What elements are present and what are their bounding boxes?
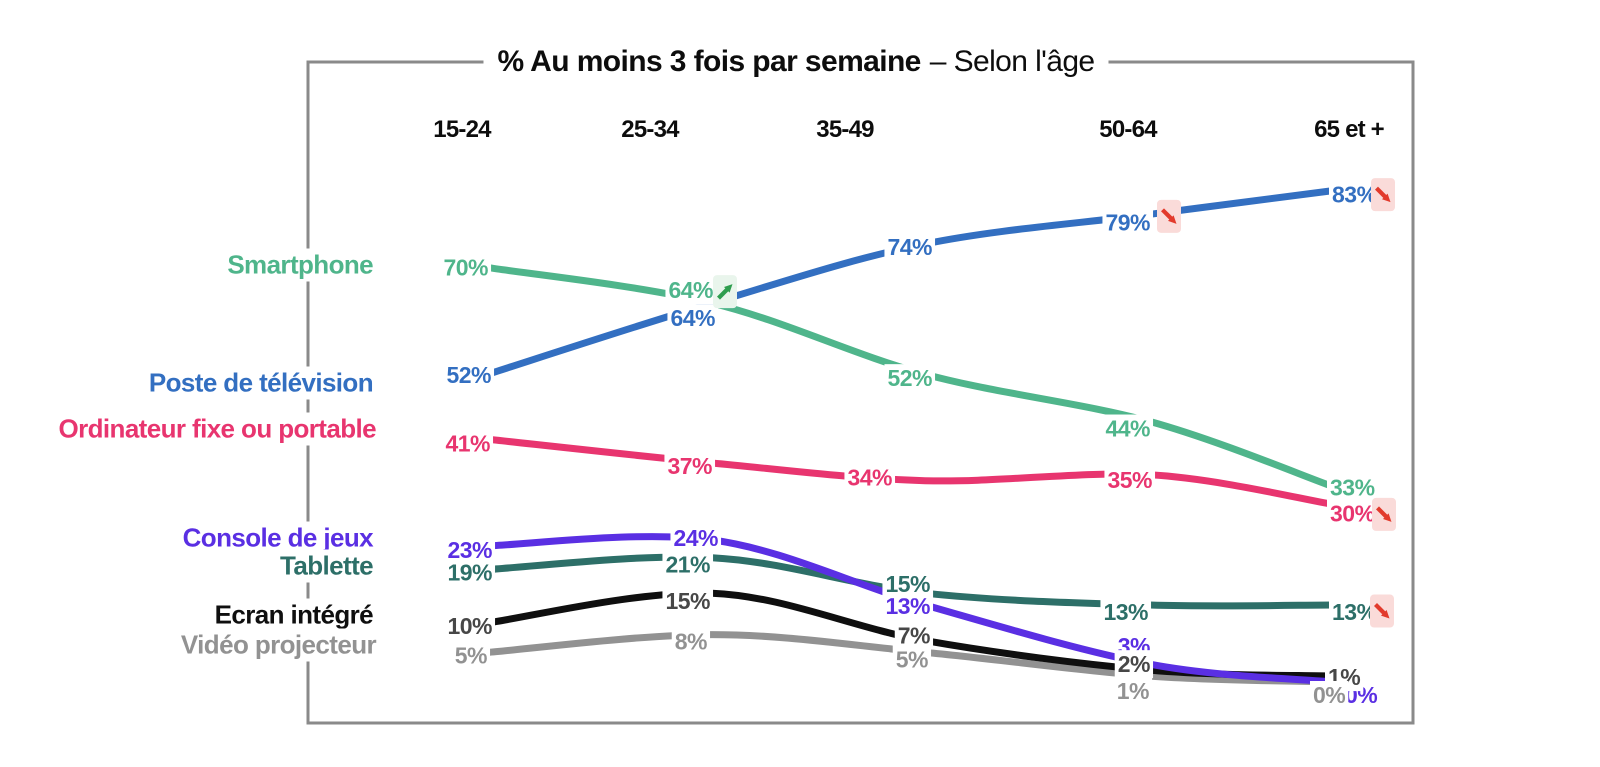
value-label-bg <box>444 611 496 640</box>
value-label-bg <box>440 253 492 282</box>
value-label-bg <box>1102 208 1154 237</box>
series-label-tablette: Tablette <box>275 549 378 583</box>
arrow-down-right-icon <box>1161 208 1177 224</box>
value-label-ecran-integre-0: 10% <box>447 613 492 639</box>
value-label-smartphone-2: 52% <box>887 365 932 391</box>
age-header-65-et: 65 et + <box>1314 116 1385 143</box>
value-label-bg <box>1113 677 1153 706</box>
series-label-video-projecteur: Vidéo projecteur <box>175 628 381 662</box>
value-label-bg <box>442 429 494 458</box>
value-label-ecran-integre-2: 7% <box>898 623 930 649</box>
value-label-poste-de-television-4: 83% <box>1332 182 1377 208</box>
value-label-ordinateur-fixe-ou-portable-4: 30% <box>1330 500 1375 526</box>
arrow-down-right-icon <box>1374 603 1390 619</box>
value-label-bg <box>444 558 496 587</box>
value-label-poste-de-television-2: 74% <box>887 234 932 260</box>
age-header-35-49: 35-49 <box>816 116 874 143</box>
series-label-smartphone: Smartphone <box>222 248 378 282</box>
value-label-tablette-2: 15% <box>885 571 930 597</box>
value-label-bg <box>670 523 722 552</box>
value-label-console-de-jeux-0: 23% <box>447 537 492 563</box>
value-label-bg <box>667 304 719 333</box>
value-label-tablette-1: 21% <box>665 552 710 578</box>
age-header-50-64: 50-64 <box>1099 116 1157 143</box>
value-label-bg <box>1310 681 1349 709</box>
arrow-down-right-icon <box>1376 506 1392 522</box>
value-label-smartphone-3: 44% <box>1105 416 1150 442</box>
value-label-bg <box>882 570 934 599</box>
value-label-ecran-integre-3: 2% <box>1118 651 1150 677</box>
chart-title-suffix: – Selon l'âge <box>929 45 1095 78</box>
value-label-poste-de-television-3: 79% <box>1105 209 1150 235</box>
value-label-video-projecteur-0: 5% <box>455 642 487 668</box>
age-header-25-34: 25-34 <box>621 116 679 143</box>
value-label-video-projecteur-1: 8% <box>675 629 707 655</box>
series-label-ordinateur-fixe-ou-portable: Ordinateur fixe ou portable <box>53 412 381 446</box>
value-label-tablette-3: 13% <box>1103 599 1148 625</box>
value-label-bg <box>1100 598 1152 627</box>
value-label-ordinateur-fixe-ou-portable-0: 41% <box>445 430 490 456</box>
value-label-bg <box>884 364 936 393</box>
value-label-bg <box>1102 414 1154 443</box>
value-label-bg <box>662 550 714 579</box>
value-label-ecran-integre-1: 15% <box>665 588 710 614</box>
arrow-up-right-icon <box>717 284 733 300</box>
series-label-ecran-integre: Ecran intégré <box>209 598 378 632</box>
value-label-bg <box>1327 499 1378 528</box>
value-label-video-projecteur-3: 1% <box>1117 678 1149 704</box>
value-label-smartphone-1: 64% <box>668 277 713 303</box>
chart-title: % Au moins 3 fois par semaine – Selon l'â… <box>483 43 1109 81</box>
trend-arrow-down-ordinateur-fixe-ou-portable-4 <box>1372 497 1396 531</box>
value-label-bg <box>664 451 716 480</box>
value-label-tablette-4: 13% <box>1332 599 1377 625</box>
value-label-bg <box>894 621 934 650</box>
value-label-video-projecteur-4: 0% <box>1313 682 1345 708</box>
value-label-bg <box>844 463 896 492</box>
value-label-video-projecteur-2: 5% <box>896 646 928 672</box>
trend-arrow-down-tablette-4 <box>1370 594 1394 628</box>
age-header-15-24: 15-24 <box>433 116 491 143</box>
value-label-ordinateur-fixe-ou-portable-2: 34% <box>847 465 892 491</box>
value-label-bg <box>892 645 932 674</box>
value-label-bg <box>662 587 714 616</box>
value-label-smartphone-4: 33% <box>1330 475 1375 501</box>
series-label-console-de-jeux: Console de jeux <box>177 521 378 555</box>
value-label-poste-de-television-1: 64% <box>670 305 715 331</box>
trend-arrow-up-smartphone-1 <box>713 275 737 309</box>
trend-arrow-down-poste-de-television-3 <box>1157 199 1181 233</box>
value-label-bg <box>1104 465 1156 494</box>
value-label-bg <box>671 627 711 656</box>
value-label-ordinateur-fixe-ou-portable-3: 35% <box>1107 467 1152 493</box>
chart-title-main: % Au moins 3 fois par semaine <box>497 45 921 78</box>
value-label-bg <box>665 276 717 305</box>
value-label-bg <box>1327 473 1378 502</box>
value-label-ordinateur-fixe-ou-portable-1: 37% <box>667 453 712 479</box>
value-label-console-de-jeux-1: 24% <box>673 525 718 551</box>
value-label-bg <box>884 232 936 261</box>
series-line-ordinateur-fixe-ou-portable <box>487 435 1334 508</box>
value-label-bg <box>451 641 491 670</box>
trend-arrow-down-poste-de-television-4 <box>1371 178 1395 212</box>
series-label-poste-de-television: Poste de télévision <box>143 366 378 400</box>
value-label-bg <box>1114 650 1154 679</box>
value-label-tablette-0: 19% <box>447 560 492 586</box>
value-label-bg <box>443 361 495 390</box>
value-label-smartphone-0: 70% <box>443 255 488 281</box>
value-label-poste-de-television-0: 52% <box>446 362 491 388</box>
arrow-down-right-icon <box>1375 186 1391 203</box>
